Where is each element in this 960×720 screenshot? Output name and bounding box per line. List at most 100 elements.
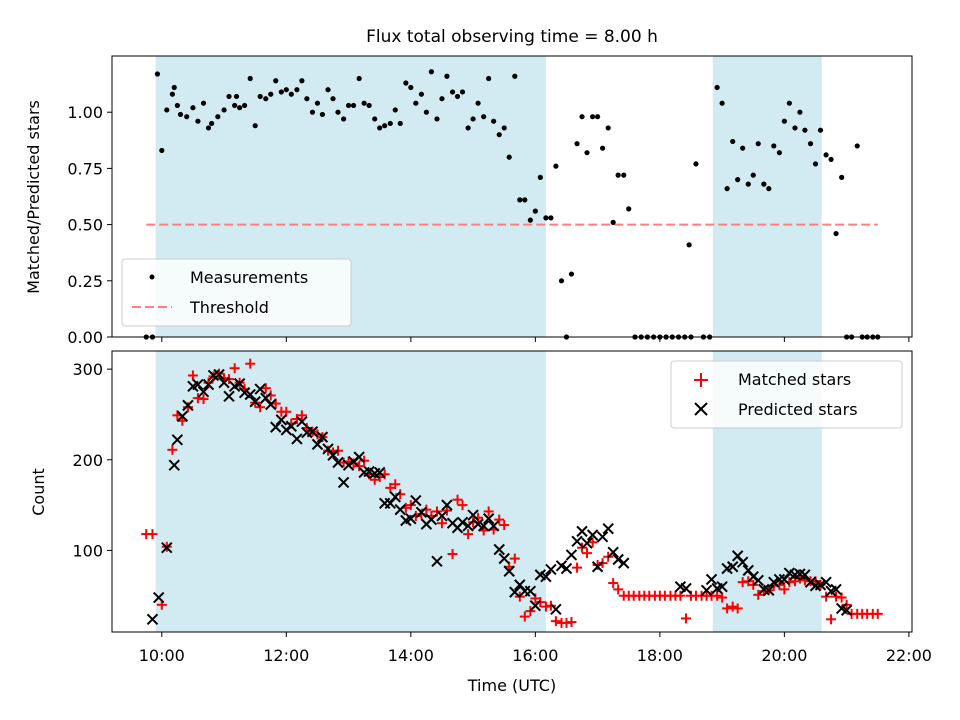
measurement-point [171, 84, 177, 91]
predicted-star-point [171, 434, 184, 446]
matched-star-point [582, 548, 593, 559]
measurement-point [304, 96, 310, 102]
measurement-point [812, 161, 819, 167]
predicted-star-point [493, 543, 505, 556]
measurement-point [568, 271, 575, 277]
measurement-point [761, 181, 767, 187]
matched-star-point [147, 529, 158, 540]
measurement-point [802, 127, 808, 133]
predicted-star-point [441, 499, 453, 511]
y-tick-label: 300 [72, 360, 103, 379]
measurement-point [792, 125, 798, 131]
measurement-point [247, 75, 253, 82]
measurement-point [403, 80, 409, 86]
measurement-point [444, 73, 450, 79]
measurement-point [372, 116, 378, 122]
matched-star-point [483, 506, 494, 517]
top-legend: Measurements Threshold [121, 258, 352, 327]
matched-star-point [519, 611, 530, 622]
chart-title: Flux total observing time = 8.00 h [366, 27, 658, 47]
top-y-axis-label: Matched/Predicted stars [24, 100, 43, 294]
predicted-star-point [373, 466, 386, 479]
predicted-star-point [602, 522, 614, 535]
measurement-point [330, 96, 336, 102]
measurement-point [828, 156, 834, 163]
measurement-point [413, 100, 419, 106]
matched-star-point [712, 590, 723, 601]
measurement-point [605, 125, 611, 131]
predicted-star-point [218, 377, 230, 389]
matched-star-point [447, 549, 458, 560]
x-tick-label: 22:00 [886, 646, 932, 665]
top-x-ticks [161, 337, 910, 342]
measurement-point [418, 91, 425, 97]
predicted-star-point [503, 565, 515, 577]
measurement-point [335, 109, 341, 115]
bottom-axes-frame [111, 350, 913, 633]
matched-star-point [675, 590, 686, 601]
measurement-point [209, 120, 215, 127]
measurement-point [314, 100, 321, 106]
predicted-star-point [202, 378, 215, 391]
predicted-star-point [726, 561, 739, 573]
matched-star-point [525, 606, 536, 617]
legend-plus-marker [694, 373, 708, 387]
measurement-point [797, 109, 803, 115]
measurement-point [387, 120, 393, 127]
predicted-star-point [353, 451, 365, 463]
y-tick-label: 200 [72, 451, 103, 470]
measurement-point [823, 152, 829, 158]
measurement-point [366, 102, 372, 109]
matched-star-point [354, 461, 365, 472]
measurement-point [512, 73, 518, 79]
legend-label-measurements: Measurements [190, 268, 308, 287]
y-tick-label: 0.25 [67, 272, 103, 291]
matched-star-point [436, 518, 447, 529]
matched-star-point [872, 608, 883, 619]
measurement-point [273, 78, 279, 84]
bottom-y-ticks: 100 200 300 [72, 360, 112, 560]
matched-star-point [441, 505, 452, 516]
measurement-point [786, 100, 792, 106]
measurement-point [205, 125, 212, 131]
legend-x-marker [694, 402, 708, 416]
predicted-star-point [545, 563, 557, 576]
matched-star-point [296, 410, 307, 421]
predicted-star-point [820, 576, 832, 588]
predicted-star-point [405, 512, 417, 525]
predicted-star-point [705, 573, 718, 586]
measurement-point [159, 147, 165, 154]
measurement-point [164, 107, 170, 113]
matched-star-point [681, 613, 692, 624]
measurement-point [428, 69, 434, 75]
predicted-star-point [249, 396, 261, 408]
predicted-star-point [192, 378, 204, 391]
measurement-point [288, 91, 294, 97]
bottom-panel: 100 200 300 10:00 12:00 14:00 16:00 18:00 20:00… [29, 350, 932, 695]
measurement-point [195, 118, 201, 124]
x-tick-label: 16:00 [512, 646, 558, 665]
measurement-point [356, 75, 362, 82]
measurement-point [361, 100, 367, 106]
measurement-point [190, 105, 196, 111]
predicted-star-point [814, 579, 827, 591]
x-tick-label: 20:00 [761, 646, 807, 665]
predicted-star-point [840, 604, 853, 616]
measurement-point [470, 116, 476, 122]
matched-star-point [732, 603, 743, 614]
predicted-star-point [607, 546, 619, 558]
matched-star-point [722, 603, 733, 614]
matched-star-point [229, 363, 240, 374]
measurement-point [496, 132, 502, 138]
top-panel: 0.00 0.25 0.50 0.75 1.00 Matched/Predicted s… [24, 55, 913, 347]
measurement-point [252, 123, 258, 129]
measurement-point [610, 219, 616, 225]
measurement-point [350, 102, 357, 109]
measurement-point [558, 278, 565, 284]
matched-star-point [572, 562, 583, 573]
predicted-star-point [799, 569, 811, 581]
measurement-point [686, 242, 692, 248]
measurement-point [423, 109, 429, 115]
measurement-point [177, 111, 184, 118]
